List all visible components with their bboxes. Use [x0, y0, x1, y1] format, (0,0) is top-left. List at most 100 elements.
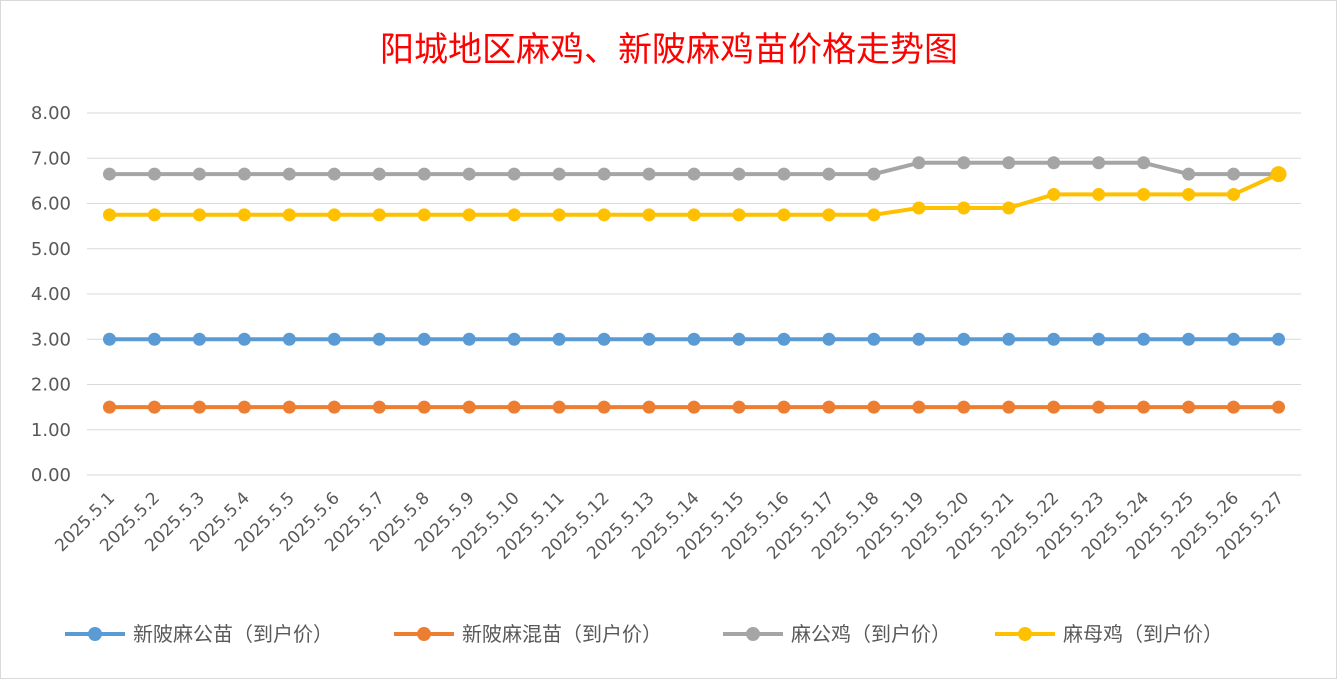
data-point	[732, 332, 746, 346]
data-point	[597, 400, 611, 414]
data-point	[732, 167, 746, 181]
y-tick-label: 3.00	[31, 329, 71, 350]
data-point	[822, 208, 836, 222]
data-point	[192, 332, 206, 346]
legend-marker	[746, 627, 760, 641]
data-point	[732, 400, 746, 414]
data-point	[237, 208, 251, 222]
data-point	[552, 208, 566, 222]
data-point	[372, 208, 386, 222]
series-3	[102, 156, 1286, 181]
data-point	[552, 400, 566, 414]
data-point	[552, 332, 566, 346]
y-axis-ticks: 0.00 1.00 2.00 3.00 4.00 5.00 6.00 7.00 8.00	[31, 103, 71, 486]
data-point	[327, 208, 341, 222]
data-point	[732, 208, 746, 222]
data-point	[1047, 187, 1061, 201]
y-tick-label: 7.00	[31, 148, 71, 169]
legend-label: 麻公鸡（到户价）	[791, 622, 951, 646]
data-point	[1270, 166, 1287, 183]
data-point	[372, 332, 386, 346]
data-point	[417, 400, 431, 414]
legend-marker	[88, 627, 102, 641]
legend-item-1: 新陂麻公苗（到户价）	[65, 622, 333, 646]
data-point	[867, 400, 881, 414]
data-point	[822, 167, 836, 181]
data-point	[192, 400, 206, 414]
data-point	[642, 332, 656, 346]
data-point	[777, 167, 791, 181]
data-point	[237, 400, 251, 414]
data-point	[372, 400, 386, 414]
legend-label: 新陂麻混苗（到户价）	[462, 622, 662, 646]
data-point	[1182, 167, 1196, 181]
data-point	[912, 332, 926, 346]
data-point	[102, 167, 116, 181]
legend-marker	[1018, 627, 1032, 641]
data-point	[147, 332, 161, 346]
data-point	[1227, 187, 1241, 201]
data-point	[462, 208, 476, 222]
data-point	[1137, 332, 1151, 346]
y-tick-label: 6.00	[31, 194, 71, 215]
legend-item-3: 麻公鸡（到户价）	[723, 622, 951, 646]
y-tick-label: 0.00	[31, 465, 71, 486]
data-point	[867, 208, 881, 222]
data-point	[1137, 400, 1151, 414]
data-point	[777, 208, 791, 222]
data-point	[282, 167, 296, 181]
data-point	[1272, 400, 1286, 414]
data-point	[1002, 201, 1016, 215]
data-point	[327, 167, 341, 181]
y-tick-label: 8.00	[31, 103, 71, 124]
data-point	[1047, 332, 1061, 346]
data-point	[1182, 187, 1196, 201]
data-point	[687, 208, 701, 222]
data-point	[1002, 400, 1016, 414]
legend-label: 新陂麻公苗（到户价）	[133, 622, 333, 646]
data-point	[507, 332, 521, 346]
data-point	[237, 167, 251, 181]
data-point	[777, 400, 791, 414]
data-point	[1137, 187, 1151, 201]
data-point	[552, 167, 566, 181]
data-point	[642, 208, 656, 222]
data-point	[822, 332, 836, 346]
data-point	[867, 167, 881, 181]
data-point	[147, 400, 161, 414]
data-point	[237, 332, 251, 346]
data-point	[192, 208, 206, 222]
legend-label: 麻母鸡（到户价）	[1063, 622, 1223, 646]
data-point	[462, 167, 476, 181]
x-axis-ticks: 2025.5.12025.5.22025.5.32025.5.42025.5.5…	[51, 488, 1288, 563]
data-point	[507, 208, 521, 222]
series-layer	[102, 156, 1287, 414]
data-point	[912, 400, 926, 414]
data-point	[1092, 332, 1106, 346]
data-point	[372, 167, 386, 181]
data-point	[147, 167, 161, 181]
data-point	[912, 201, 926, 215]
series-1	[102, 332, 1286, 346]
gridlines	[87, 112, 1301, 476]
data-point	[417, 332, 431, 346]
data-point	[1047, 156, 1061, 170]
data-point	[1092, 156, 1106, 170]
data-point	[1002, 332, 1016, 346]
legend-marker	[417, 627, 431, 641]
data-point	[462, 400, 476, 414]
data-point	[687, 400, 701, 414]
legend-item-2: 新陂麻混苗（到户价）	[394, 622, 662, 646]
y-tick-label: 1.00	[31, 420, 71, 441]
data-point	[282, 208, 296, 222]
data-point	[957, 400, 971, 414]
data-point	[777, 332, 791, 346]
data-point	[102, 208, 116, 222]
data-point	[1092, 400, 1106, 414]
series-4	[102, 166, 1287, 222]
data-point	[597, 167, 611, 181]
data-point	[417, 167, 431, 181]
data-point	[1227, 167, 1241, 181]
